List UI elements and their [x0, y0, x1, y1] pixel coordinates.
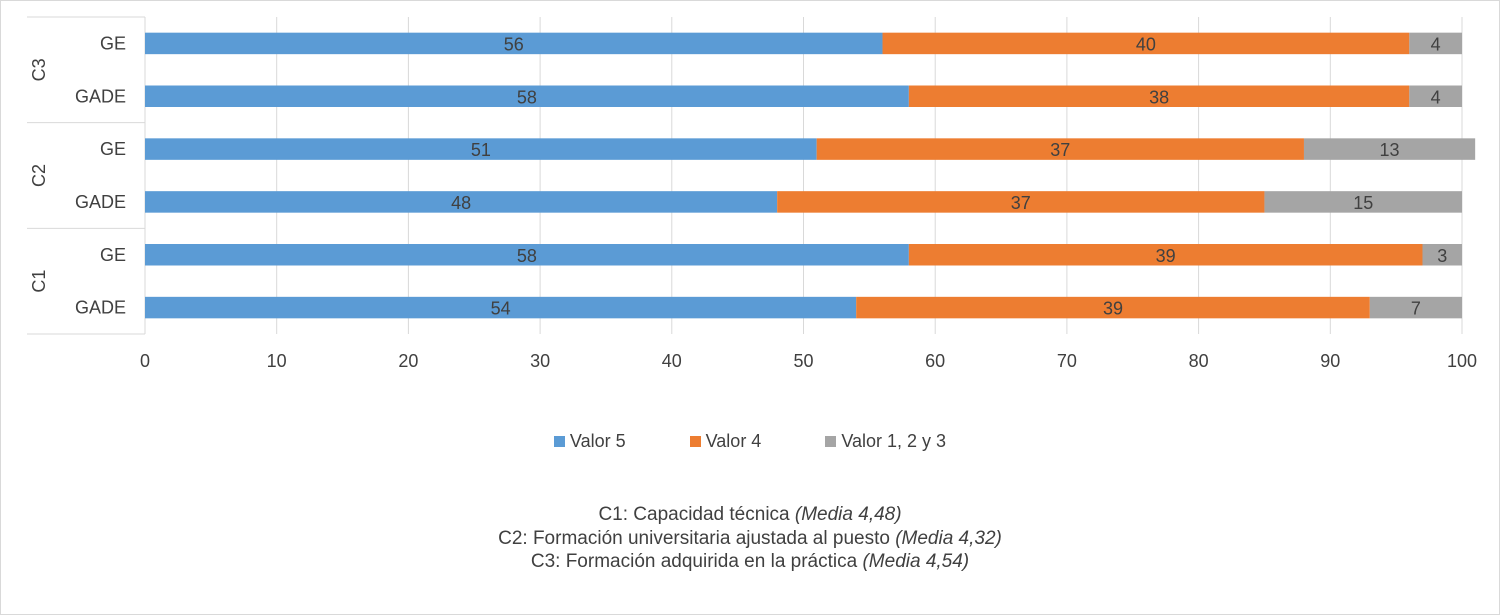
bar-segment: [1422, 244, 1462, 266]
legend-item-valor5: Valor 5: [553, 430, 626, 452]
data-label: 56: [504, 34, 524, 54]
bar-segment: [816, 138, 1304, 160]
x-tick-label: 0: [140, 351, 150, 371]
bar-segment: [145, 296, 857, 319]
data-label: 58: [517, 87, 537, 107]
data-label: 40: [1136, 34, 1156, 54]
bar-segment: [145, 32, 883, 55]
x-tick-label: 20: [398, 351, 418, 371]
legend-label-valor123: Valor 1, 2 y 3: [841, 430, 947, 451]
bar-segment: [145, 138, 817, 160]
legend-label-valor4: Valor 4: [705, 430, 762, 451]
legend-item-valor123: Valor 1, 2 y 3: [825, 431, 946, 452]
x-tick-label: 50: [793, 351, 813, 371]
x-tick-label: 40: [662, 351, 682, 371]
legend-swatch-valor4: [689, 435, 701, 447]
x-tick-label: 30: [530, 351, 550, 371]
note-c1-mean: (Media 4,48): [794, 504, 902, 525]
note-c1-text: C1: Capacidad técnica: [598, 504, 795, 525]
data-label: 7: [1411, 299, 1421, 319]
category-label: GADE: [75, 86, 126, 106]
bar-segment: [1409, 85, 1462, 107]
note-c1: C1: Capacidad técnica (Media 4,48): [0, 503, 1500, 527]
x-axis-ticks: 0 10 20 30 40 50 60 70 80 90 100: [140, 351, 1477, 371]
data-label: 58: [517, 246, 537, 266]
bar-segment: [908, 244, 1423, 266]
data-label: 48: [451, 193, 471, 213]
legend-label-valor5: Valor 5: [569, 430, 626, 451]
gridlines: [144, 17, 1463, 334]
data-label: 51: [471, 140, 491, 160]
category-axis: C3 GE GADE C2 GE GADE C1 GE GADE: [27, 16, 146, 335]
bar-segment: [908, 85, 1410, 107]
legend: Valor 5 Valor 4 Valor 1, 2 y 3: [0, 428, 1500, 454]
x-tick-label: 10: [267, 351, 287, 371]
bar-segment: [882, 32, 1410, 55]
note-c2: C2: Formación universitaria ajustada al …: [0, 527, 1500, 551]
bar-segment: [1369, 296, 1462, 319]
note-c3-mean: (Media 4,54): [862, 551, 970, 572]
x-tick-label: 60: [925, 351, 945, 371]
legend-swatch-valor123: [825, 435, 837, 447]
bar-segment: [777, 191, 1265, 213]
note-c2-mean: (Media 4,32): [895, 527, 1002, 549]
legend-item-valor4: Valor 4: [689, 430, 762, 452]
bar-segment: [145, 244, 909, 266]
data-labels: 56 40 4 58 38 4 51 37 13 48 37 15 58 39 3 54 39 7: [451, 34, 1447, 318]
note-c3-text: C3: Formación adquirida en la práctica: [530, 551, 863, 572]
x-tick-label: 90: [1320, 351, 1340, 371]
group-label: C1: [29, 270, 49, 293]
data-label: 15: [1353, 193, 1373, 213]
bar-segment: [145, 191, 778, 213]
bar-segment: [856, 296, 1370, 319]
category-label: GE: [100, 139, 126, 159]
x-tick-label: 100: [1447, 351, 1477, 371]
chart-notes: C1: Capacidad técnica (Media 4,48) C2: F…: [0, 503, 1500, 574]
x-tick-label: 70: [1057, 351, 1077, 371]
category-label: GE: [100, 33, 126, 53]
legend-swatch-valor5: [553, 435, 565, 447]
bar-segment: [1409, 32, 1462, 55]
data-label: 38: [1149, 87, 1169, 107]
data-label: 4: [1431, 34, 1441, 54]
bars: [145, 32, 1476, 319]
data-label: 13: [1380, 140, 1400, 160]
category-label: GADE: [75, 298, 126, 318]
note-c2-text: C2: Formación universitaria ajustada al …: [498, 527, 896, 549]
data-label: 39: [1156, 246, 1176, 266]
group-label: C2: [29, 164, 49, 187]
category-label: GE: [100, 245, 126, 265]
data-label: 37: [1011, 193, 1031, 213]
bar-segment: [1264, 191, 1462, 213]
x-tick-label: 80: [1189, 351, 1209, 371]
data-label: 4: [1431, 87, 1441, 107]
bar-segment: [1303, 138, 1476, 160]
data-label: 39: [1103, 299, 1123, 319]
data-label: 54: [491, 299, 511, 319]
category-label: GADE: [75, 192, 126, 212]
data-label: 37: [1050, 140, 1070, 160]
data-label: 3: [1437, 246, 1447, 266]
group-label: C3: [29, 58, 49, 81]
bar-segment: [145, 85, 909, 107]
note-c3: C3: Formación adquirida en la práctica (…: [0, 550, 1500, 574]
